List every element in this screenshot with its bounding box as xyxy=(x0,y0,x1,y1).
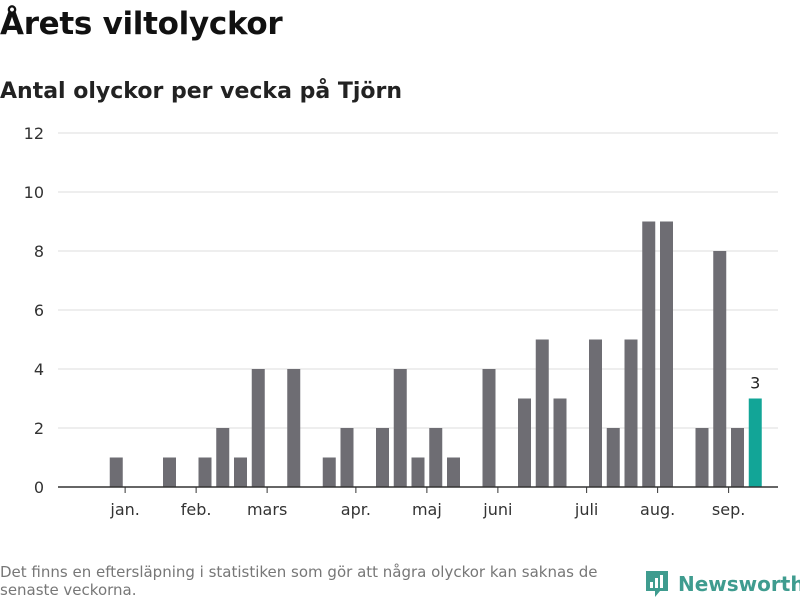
x-tick-label: juli xyxy=(574,500,598,519)
bar xyxy=(376,428,389,487)
bar xyxy=(393,369,407,487)
bar xyxy=(216,428,230,487)
y-tick-label: 4 xyxy=(34,360,44,379)
x-tick-label: mars xyxy=(247,500,287,519)
bar-highlight xyxy=(748,398,762,487)
x-tick-label: juni xyxy=(482,500,512,519)
y-tick-label: 0 xyxy=(34,478,44,497)
bar xyxy=(340,428,354,487)
bar xyxy=(287,369,301,487)
x-tick-label: apr. xyxy=(341,500,371,519)
x-tick-label: jan. xyxy=(109,500,139,519)
bar xyxy=(322,457,336,487)
bar xyxy=(589,339,602,487)
bar xyxy=(234,457,247,487)
bar xyxy=(411,457,425,487)
brand-name: Newsworthy xyxy=(678,572,800,596)
bar xyxy=(660,221,673,487)
x-tick-label: maj xyxy=(412,500,442,519)
bar xyxy=(606,428,620,487)
gridlines xyxy=(58,132,778,429)
x-axis-ticks: jan. feb. mars apr. maj juni juli aug. sep. xyxy=(109,487,745,519)
y-tick-label: 2 xyxy=(34,419,44,438)
bar xyxy=(518,398,531,487)
bar xyxy=(109,457,123,487)
bar xyxy=(713,251,727,487)
bar xyxy=(695,428,709,487)
bar xyxy=(731,428,744,487)
chart-subtitle: Antal olyckor per vecka på Tjörn xyxy=(0,79,402,104)
bar xyxy=(553,398,567,487)
bar xyxy=(642,221,656,487)
chart-title: Årets viltolyckor xyxy=(0,6,283,42)
y-tick-label: 8 xyxy=(34,242,44,261)
footnote: Det finns en eftersläpning i statistiken… xyxy=(0,563,598,599)
y-tick-label: 12 xyxy=(24,124,44,143)
bar xyxy=(429,428,443,487)
x-tick-label: feb. xyxy=(181,500,212,519)
y-tick-label: 6 xyxy=(34,301,44,320)
bar-chart: 0 2 4 6 8 10 12 3 jan. feb. mars apr. maj juni juli a… xyxy=(24,124,778,519)
bar xyxy=(251,369,265,487)
bars xyxy=(109,221,762,487)
bar xyxy=(482,369,496,487)
y-axis-ticks: 0 2 4 6 8 10 12 xyxy=(24,124,44,497)
bar xyxy=(624,339,638,487)
y-tick-label: 10 xyxy=(24,183,44,202)
newsworthy-logo-icon xyxy=(646,571,668,597)
x-tick-label: aug. xyxy=(640,500,675,519)
bar xyxy=(163,457,176,487)
bar xyxy=(198,457,212,487)
data-label: 3 xyxy=(750,374,760,393)
brand-logo[interactable]: Newsworthy xyxy=(644,568,800,600)
bar xyxy=(535,339,549,487)
data-labels: 3 xyxy=(750,374,760,393)
bar xyxy=(447,457,460,487)
x-tick-label: sep. xyxy=(712,500,745,519)
